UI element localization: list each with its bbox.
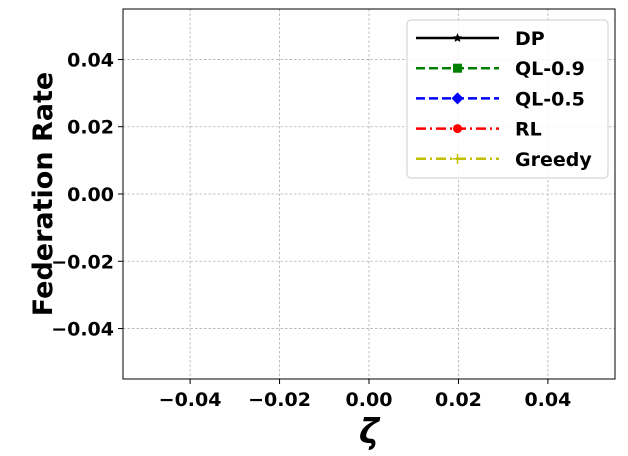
y-tick-label: −0.04 <box>51 319 114 341</box>
y-tick-label: 0.04 <box>67 49 114 71</box>
legend-marker-1 <box>453 63 462 73</box>
y-tick-label: 0.00 <box>67 184 114 206</box>
x-tick-label: 0.00 <box>346 389 393 411</box>
legend: DP QL-0.9 QL-0.5 RL Greedy <box>406 19 609 179</box>
legend-box <box>406 19 609 179</box>
legend-label-1: QL-0.9 <box>515 58 585 80</box>
legend-label-2: QL-0.5 <box>515 88 585 110</box>
ticks: −0.04 −0.02 0.00 0.02 0.04 −0.04 −0.02 0.00 0.02… <box>51 49 571 411</box>
legend-label-3: RL <box>515 119 542 141</box>
legend-marker-2 <box>451 92 464 105</box>
legend-label-4: Greedy <box>515 149 592 171</box>
legend-marker-0 <box>452 33 463 43</box>
x-tick-label: −0.02 <box>248 389 311 411</box>
x-tick-label: 0.04 <box>524 389 571 411</box>
x-tick-label: −0.04 <box>159 389 222 411</box>
x-tick-label: 0.02 <box>435 389 482 411</box>
legend-marker-3 <box>453 124 462 134</box>
legend-label-0: DP <box>515 28 545 50</box>
y-tick-label: −0.02 <box>51 251 114 273</box>
y-axis-label: Federation Rate <box>28 72 59 316</box>
x-axis-label: ζ <box>359 412 381 452</box>
y-tick-label: 0.02 <box>67 117 114 139</box>
legend-marker-4 <box>452 153 463 164</box>
